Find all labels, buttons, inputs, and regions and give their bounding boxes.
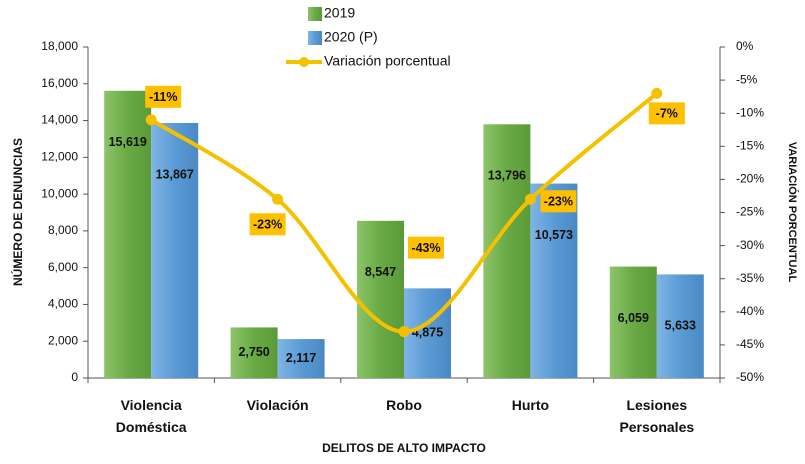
x-tick-label: Violencia Doméstica	[115, 397, 187, 435]
y2-tick-label: -35%	[736, 271, 764, 285]
bar	[656, 274, 704, 378]
y-tick-label: 18,000	[41, 39, 78, 53]
x-tick-label: Lesiones Personales	[619, 397, 695, 435]
y-tick-label: 0	[71, 370, 78, 384]
line-marker	[398, 326, 410, 338]
y-tick-label: 16,000	[41, 76, 78, 90]
bar	[530, 183, 578, 378]
y-tick-label: 8,000	[48, 223, 78, 237]
bar-value-label: 2,117	[286, 351, 317, 365]
x-tick-label: Hurto	[511, 397, 550, 413]
y2-tick-label: -50%	[736, 370, 764, 384]
line-marker	[651, 87, 663, 99]
y-tick-label: 10,000	[41, 186, 78, 200]
bar	[483, 124, 531, 379]
bar-value-label: 13,867	[156, 167, 194, 181]
bar	[151, 123, 199, 378]
line-marker	[524, 193, 536, 205]
value-label-box	[540, 190, 577, 213]
line-value-label: -7%	[656, 107, 678, 121]
value-label-box	[408, 236, 444, 259]
bar-value-label: 10,573	[535, 228, 573, 242]
y-tick-label: 4,000	[48, 297, 78, 311]
value-label-box	[249, 213, 286, 236]
y2-tick-label: -25%	[736, 205, 764, 219]
bar-value-label: 2,750	[238, 345, 269, 359]
y2-tick-label: -30%	[736, 238, 764, 252]
y-tick-label: 12,000	[41, 150, 78, 164]
y-tick-label: 14,000	[41, 113, 78, 127]
bar-value-label: 6,059	[618, 311, 649, 325]
y2-tick-label: -45%	[736, 337, 764, 351]
bar-value-label: 13,796	[488, 169, 526, 183]
bar	[104, 90, 152, 379]
x-axis-label: DELITOS DE ALTO IMPACTO	[322, 441, 486, 455]
bar	[609, 266, 657, 378]
y2-tick-label: 0%	[736, 39, 754, 53]
legend-label: 2020 (P)	[324, 29, 378, 45]
y2-axis-label: VARIACIÓN PORCENTUAL	[786, 142, 799, 283]
legend-label: Variación porcentual	[324, 53, 451, 69]
legend-label: 2019	[324, 5, 355, 21]
y2-tick-label: -15%	[736, 138, 764, 152]
y2-tick-label: -20%	[736, 172, 764, 186]
line-value-label: -43%	[411, 241, 440, 255]
y-axis-label: NÚMERO DE DENUNCIAS	[10, 138, 25, 286]
line-marker	[145, 114, 157, 126]
bar-value-label: 15,619	[109, 135, 147, 149]
y-tick-label: 6,000	[48, 260, 78, 274]
bar	[357, 220, 404, 378]
y2-tick-label: -5%	[736, 72, 758, 86]
y-tick-label: 2,000	[48, 333, 78, 347]
legend-swatch	[308, 7, 322, 21]
line-value-label: -11%	[149, 90, 178, 104]
value-label-box	[648, 102, 685, 125]
x-tick-label: Violación	[246, 397, 309, 413]
legend-marker	[299, 57, 309, 67]
bar-value-label: 5,633	[665, 319, 696, 333]
value-label-box	[145, 85, 182, 108]
bar	[404, 288, 451, 378]
line-marker	[272, 193, 284, 205]
bar	[277, 339, 325, 378]
bar-value-label: 8,547	[365, 265, 396, 279]
y2-tick-label: -10%	[736, 105, 764, 119]
y2-tick-label: -40%	[736, 304, 764, 318]
x-tick-label: Robo	[386, 397, 422, 413]
line-value-label: -23%	[253, 218, 282, 232]
legend-swatch	[308, 31, 322, 45]
bar	[230, 327, 278, 378]
line-value-label: -23%	[544, 195, 573, 209]
